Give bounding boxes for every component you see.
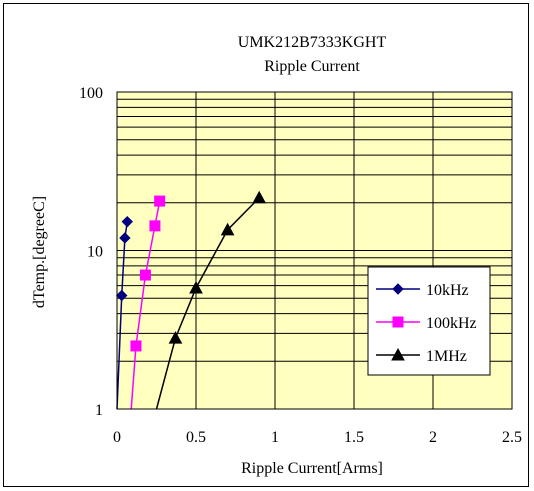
legend-marker (392, 283, 404, 295)
x-tick-label: 1.5 (344, 429, 364, 446)
legend-marker (392, 316, 404, 328)
legend-item-10kHz: 10kHz (376, 282, 469, 299)
data-point-10kHz (119, 232, 131, 244)
legend-label: 100kHz (426, 315, 477, 332)
y-tick-labels: 1 10 100 (79, 85, 103, 419)
x-axis-label: Ripple Current[Arms] (241, 460, 383, 477)
series-1MHz (155, 190, 267, 410)
y-tick-label: 100 (79, 85, 103, 102)
legend: 10kHz 100kHz 1MHz (367, 266, 491, 376)
series-layer (116, 190, 267, 410)
data-point-100kHz (149, 220, 161, 232)
x-tick-labels: 0 0.5 1 1.5 2 2.5 (113, 429, 522, 446)
y-axis-label: dTemp.[degreeC] (31, 196, 48, 308)
data-point-10kHz (121, 215, 133, 228)
y-tick-label: 1 (95, 402, 103, 419)
chart-subtitle: Ripple Current (264, 58, 360, 75)
data-point-1MHz (189, 280, 203, 294)
data-point-10kHz (116, 289, 128, 302)
legend-label: 1MHz (426, 348, 467, 365)
data-point-1MHz (220, 222, 235, 236)
plot-border (116, 91, 513, 410)
x-tick-label: 0.5 (186, 429, 206, 446)
series-10kHz (116, 215, 133, 410)
series-line-10kHz (116, 221, 129, 410)
data-point-100kHz (139, 269, 151, 281)
legend-item-1MHz: 1MHz (376, 347, 467, 365)
legend-marker (391, 347, 405, 361)
data-point-100kHz (130, 340, 142, 352)
legend-label: 10kHz (426, 282, 469, 299)
x-tick-label: 2.5 (502, 429, 522, 446)
y-tick-label: 10 (87, 244, 103, 261)
data-point-100kHz (154, 195, 166, 207)
chart-title: UMK212B7333KGHT (238, 34, 387, 51)
data-point-1MHz (252, 190, 267, 204)
data-point-1MHz (168, 331, 183, 344)
legend-box (367, 266, 491, 376)
x-tick-label: 2 (429, 429, 437, 446)
series-100kHz (130, 195, 166, 410)
legend-item-100kHz: 100kHz (376, 315, 477, 332)
x-tick-label: 1 (271, 429, 279, 446)
x-tick-label: 0 (113, 429, 121, 446)
